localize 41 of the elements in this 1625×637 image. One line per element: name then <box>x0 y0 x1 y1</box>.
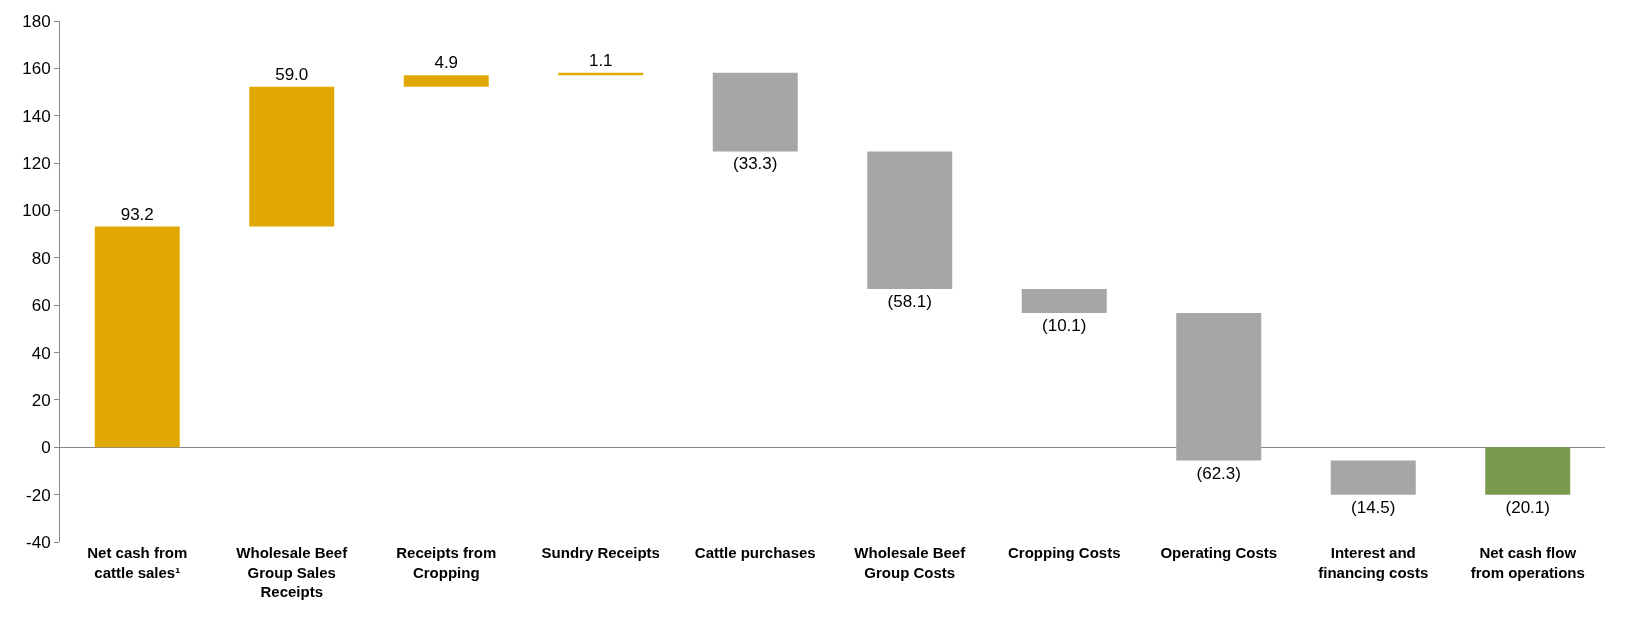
data-label: 59.0 <box>275 64 309 84</box>
x-tick-label: Receipts from Cropping <box>396 544 497 581</box>
y-tick-label: 40 <box>31 343 51 363</box>
bar <box>1330 460 1416 495</box>
x-tick-label: Wholesale Beef Group Costs <box>854 544 967 581</box>
x-tick-label: Cattle purchases <box>694 544 816 561</box>
y-tick-label: 160 <box>22 59 51 79</box>
x-tick-label: Cropping Costs <box>1008 544 1121 561</box>
y-tick-label: 80 <box>31 248 51 268</box>
y-tick-label: 20 <box>31 390 51 410</box>
y-tick-label: 60 <box>31 296 51 316</box>
y-tick-label: 140 <box>22 106 51 126</box>
bar <box>1021 289 1107 313</box>
x-tick-label: Net cash flow from operations <box>1470 544 1585 581</box>
data-label: (33.3) <box>733 154 778 174</box>
x-tick-label: Interest and financing costs <box>1318 544 1429 581</box>
bar <box>712 72 798 152</box>
bar <box>1176 313 1262 461</box>
data-label: 4.9 <box>434 53 459 73</box>
bar <box>1485 447 1571 495</box>
bar <box>94 226 180 448</box>
y-tick-label: 100 <box>22 201 51 221</box>
bar <box>403 75 489 87</box>
x-tick-label: Net cash from cattle sales¹ <box>87 544 188 581</box>
y-tick-label: 180 <box>22 11 51 31</box>
data-label: 1.1 <box>588 50 613 70</box>
x-tick-label: Wholesale Beef Group Sales Receipts <box>236 544 349 600</box>
data-label: (14.5) <box>1351 497 1396 517</box>
data-label: (62.3) <box>1196 463 1241 483</box>
data-label: (58.1) <box>887 292 932 312</box>
y-tick-label: 0 <box>41 438 51 458</box>
y-tick-label: -20 <box>26 485 51 505</box>
data-label: 93.2 <box>120 204 154 224</box>
x-tick-label: Operating Costs <box>1160 544 1278 561</box>
data-label: (20.1) <box>1505 497 1550 517</box>
x-tick-label: Sundry Receipts <box>541 544 660 561</box>
y-tick-label: 120 <box>22 154 51 174</box>
y-tick-label: -40 <box>26 532 51 552</box>
data-label: (10.1) <box>1042 316 1087 335</box>
bar <box>867 151 953 290</box>
bar <box>249 86 335 227</box>
